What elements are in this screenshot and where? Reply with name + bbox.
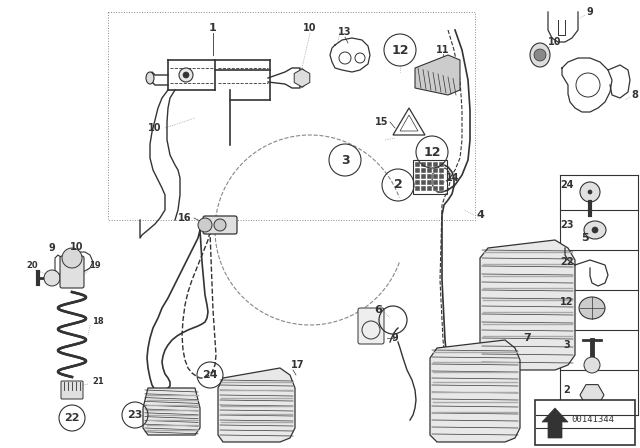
Text: 12: 12 xyxy=(423,146,441,159)
Ellipse shape xyxy=(146,72,154,84)
FancyBboxPatch shape xyxy=(61,381,83,399)
Text: 15: 15 xyxy=(375,117,388,127)
Text: 9: 9 xyxy=(392,333,398,343)
Text: 2: 2 xyxy=(394,178,403,191)
Bar xyxy=(439,162,444,167)
Bar xyxy=(415,180,420,185)
Text: 6: 6 xyxy=(374,305,382,315)
Circle shape xyxy=(179,68,193,82)
Ellipse shape xyxy=(584,221,606,239)
Circle shape xyxy=(584,357,600,373)
Bar xyxy=(415,162,420,167)
Polygon shape xyxy=(542,408,568,438)
Circle shape xyxy=(588,190,592,194)
Bar xyxy=(439,186,444,191)
Polygon shape xyxy=(480,240,575,370)
Text: 13: 13 xyxy=(339,27,352,37)
Text: 7: 7 xyxy=(523,333,531,343)
Text: 5: 5 xyxy=(581,233,589,243)
Bar xyxy=(433,162,438,167)
Bar xyxy=(413,160,447,194)
Bar xyxy=(427,186,432,191)
Text: 22: 22 xyxy=(560,257,573,267)
Text: 17: 17 xyxy=(291,360,305,370)
Text: 14: 14 xyxy=(446,173,460,183)
Bar xyxy=(421,180,426,185)
Text: 10: 10 xyxy=(148,123,162,133)
Text: 10: 10 xyxy=(548,37,562,47)
Bar xyxy=(427,162,432,167)
Text: 8: 8 xyxy=(632,90,639,100)
Polygon shape xyxy=(415,55,460,95)
Ellipse shape xyxy=(530,43,550,67)
Bar xyxy=(439,168,444,173)
Bar xyxy=(433,180,438,185)
Text: 4: 4 xyxy=(476,210,484,220)
Bar xyxy=(421,162,426,167)
Circle shape xyxy=(198,218,212,232)
Bar xyxy=(58,292,86,377)
Circle shape xyxy=(183,72,189,78)
Text: 12: 12 xyxy=(560,297,573,307)
Bar xyxy=(427,174,432,179)
Text: 10: 10 xyxy=(70,242,84,252)
Text: 18: 18 xyxy=(92,318,104,327)
Text: 10: 10 xyxy=(303,23,317,33)
Circle shape xyxy=(214,219,226,231)
Text: 2: 2 xyxy=(564,385,570,395)
Text: 3: 3 xyxy=(564,340,570,350)
Bar xyxy=(433,174,438,179)
Circle shape xyxy=(592,227,598,233)
Text: 3: 3 xyxy=(340,154,349,167)
Bar xyxy=(421,168,426,173)
Circle shape xyxy=(44,270,60,286)
Bar xyxy=(535,400,635,445)
Text: 00141344: 00141344 xyxy=(572,415,614,425)
Polygon shape xyxy=(430,340,520,442)
Bar xyxy=(421,174,426,179)
Text: 21: 21 xyxy=(92,378,104,387)
Text: 9: 9 xyxy=(587,7,593,17)
Text: 24: 24 xyxy=(202,370,218,380)
Bar xyxy=(427,180,432,185)
Text: 23: 23 xyxy=(127,410,143,420)
Bar xyxy=(433,168,438,173)
Bar xyxy=(439,174,444,179)
Text: 1: 1 xyxy=(209,23,217,33)
Text: 19: 19 xyxy=(89,260,101,270)
Text: 24: 24 xyxy=(560,180,573,190)
Text: 22: 22 xyxy=(64,413,80,423)
Ellipse shape xyxy=(298,69,306,87)
FancyBboxPatch shape xyxy=(203,216,237,234)
Text: 12: 12 xyxy=(391,43,409,56)
FancyBboxPatch shape xyxy=(60,256,84,288)
Text: 16: 16 xyxy=(179,213,192,223)
Text: 20: 20 xyxy=(26,260,38,270)
Text: 9: 9 xyxy=(49,243,56,253)
Circle shape xyxy=(62,248,82,268)
Bar xyxy=(415,174,420,179)
Text: 11: 11 xyxy=(436,45,450,55)
Bar xyxy=(439,180,444,185)
Bar xyxy=(415,186,420,191)
Bar xyxy=(427,168,432,173)
Circle shape xyxy=(534,49,546,61)
Bar xyxy=(415,168,420,173)
Ellipse shape xyxy=(579,297,605,319)
Bar xyxy=(433,186,438,191)
Circle shape xyxy=(580,182,600,202)
Polygon shape xyxy=(218,368,295,442)
Bar xyxy=(421,186,426,191)
Polygon shape xyxy=(143,388,200,435)
Text: 23: 23 xyxy=(560,220,573,230)
FancyBboxPatch shape xyxy=(358,308,384,344)
